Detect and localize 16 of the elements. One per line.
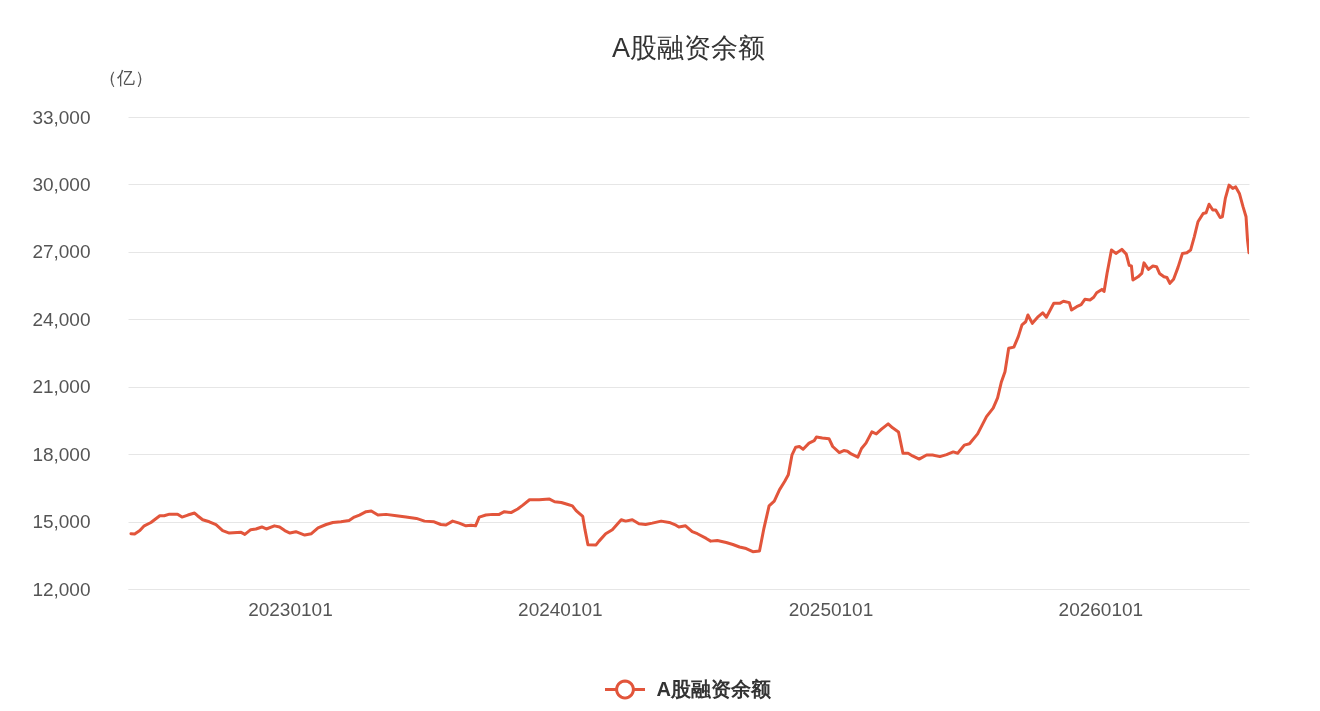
x-tick-label: 20230101 [248, 598, 333, 620]
chart-title: A股融资余额 [611, 33, 766, 63]
y-tick-label: 24,000 [32, 308, 91, 330]
y-tick-label: 21,000 [32, 376, 91, 398]
y-axis-title: （亿） [98, 67, 153, 88]
y-tick-label: 12,000 [32, 578, 91, 600]
line-series [129, 183, 1249, 554]
x-tick-label: 20260101 [1058, 598, 1144, 620]
y-tick-label: 33,000 [32, 106, 91, 128]
y-tick-label: 27,000 [32, 241, 91, 263]
y-tick-label: 15,000 [32, 511, 91, 533]
legend-label: A股融资余额 [656, 677, 772, 700]
x-tick-label: 20250101 [788, 598, 874, 620]
y-tick-label: 30,000 [32, 173, 91, 195]
y-tick-label: 18,000 [32, 443, 91, 465]
x-tick-label: 20240101 [518, 598, 603, 620]
